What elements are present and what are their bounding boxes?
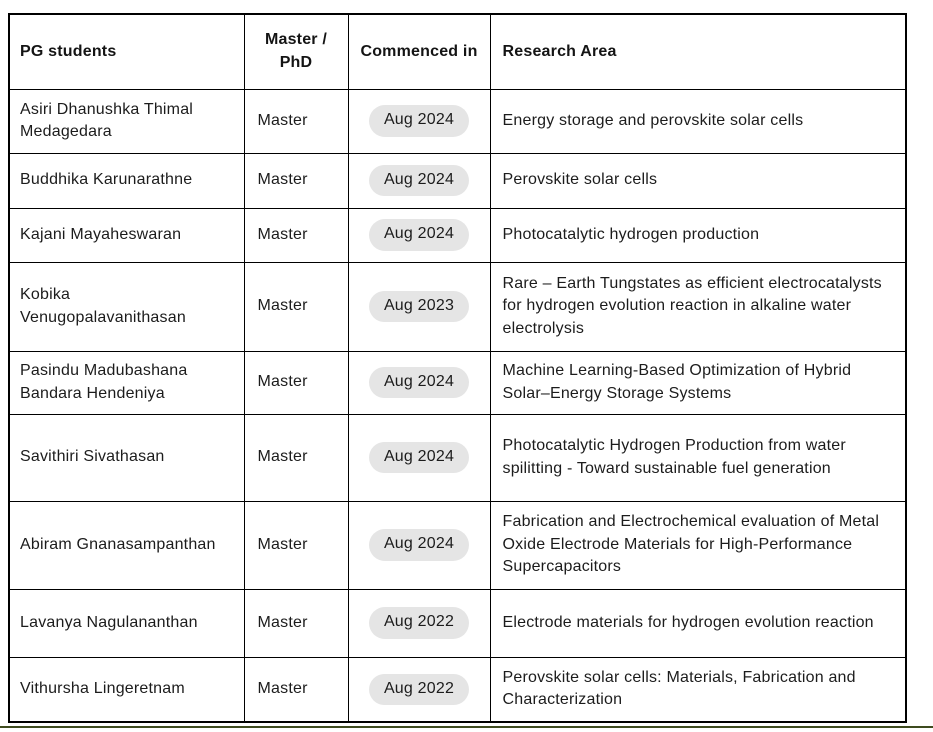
degree-cell: Master <box>243 500 349 590</box>
degree-cell: Master <box>243 588 349 658</box>
student-name-cell: Abiram Gnanasampanthan <box>8 500 245 590</box>
degree-cell: Master <box>243 350 349 415</box>
research-area-cell: Photocatalytic Hydrogen Production from … <box>489 413 907 502</box>
commenced-cell: Aug 2024 <box>347 88 491 154</box>
research-area-cell: Fabrication and Electrochemical evaluati… <box>489 500 907 590</box>
student-name-cell: Lavanya Nagulananthan <box>8 588 245 658</box>
commenced-badge: Aug 2024 <box>368 529 470 561</box>
research-area-cell: Machine Learning-Based Optimization of H… <box>489 350 907 415</box>
page-bottom-divider <box>0 726 933 728</box>
degree-cell: Master <box>243 261 349 352</box>
commenced-badge: Aug 2024 <box>368 441 470 474</box>
column-header-pg-students: PG students <box>8 13 245 90</box>
commenced-cell: Aug 2022 <box>347 656 491 723</box>
commenced-cell: Aug 2022 <box>347 588 491 658</box>
pg-students-table: PG students Master / PhD Commenced in Re… <box>8 13 907 723</box>
degree-cell: Master <box>243 152 349 209</box>
degree-cell: Master <box>243 207 349 263</box>
research-area-cell: Electrode materials for hydrogen evoluti… <box>489 588 907 658</box>
commenced-badge: Aug 2023 <box>368 290 470 323</box>
student-name-cell: Kobika Venugopalavanithasan <box>8 261 245 352</box>
commenced-badge: Aug 2022 <box>368 607 470 639</box>
table-row: Abiram Gnanasampanthan Master Aug 2024 F… <box>8 500 907 590</box>
research-area-cell: Perovskite solar cells <box>489 152 907 209</box>
commenced-cell: Aug 2024 <box>347 350 491 415</box>
commenced-cell: Aug 2024 <box>347 152 491 209</box>
degree-cell: Master <box>243 413 349 502</box>
table-row: Pasindu Madubashana Bandara Hendeniya Ma… <box>8 350 907 415</box>
research-area-cell: Rare – Earth Tungstates as efficient ele… <box>489 261 907 352</box>
table-row: Kajani Mayaheswaran Master Aug 2024 Phot… <box>8 207 907 263</box>
student-name-cell: Savithiri Sivathasan <box>8 413 245 502</box>
commenced-badge: Aug 2024 <box>368 105 470 137</box>
degree-cell: Master <box>243 88 349 154</box>
table-row: Kobika Venugopalavanithasan Master Aug 2… <box>8 261 907 352</box>
commenced-cell: Aug 2024 <box>347 207 491 263</box>
table-row: Savithiri Sivathasan Master Aug 2024 Pho… <box>8 413 907 502</box>
student-name-cell: Buddhika Karunarathne <box>8 152 245 209</box>
commenced-badge: Aug 2024 <box>368 219 470 251</box>
table-row: Buddhika Karunarathne Master Aug 2024 Pe… <box>8 152 907 209</box>
student-name-cell: Pasindu Madubashana Bandara Hendeniya <box>8 350 245 415</box>
table-row: Lavanya Nagulananthan Master Aug 2022 El… <box>8 588 907 658</box>
commenced-cell: Aug 2024 <box>347 500 491 590</box>
header-row: PG students Master / PhD Commenced in Re… <box>8 13 907 90</box>
commenced-cell: Aug 2023 <box>347 261 491 352</box>
commenced-cell: Aug 2024 <box>347 413 491 502</box>
research-area-cell: Energy storage and perovskite solar cell… <box>489 88 907 154</box>
commenced-badge: Aug 2024 <box>368 164 470 197</box>
commenced-badge: Aug 2024 <box>368 366 470 399</box>
commenced-badge: Aug 2022 <box>368 673 470 705</box>
column-header-commenced-in: Commenced in <box>347 13 491 90</box>
research-area-cell: Photocatalytic hydrogen production <box>489 207 907 263</box>
student-name-cell: Asiri Dhanushka Thimal Medagedara <box>8 88 245 154</box>
table-row: Asiri Dhanushka Thimal Medagedara Master… <box>8 88 907 154</box>
student-name-cell: Kajani Mayaheswaran <box>8 207 245 263</box>
student-name-cell: Vithursha Lingeretnam <box>8 656 245 723</box>
column-header-master-phd: Master / PhD <box>243 13 349 90</box>
degree-cell: Master <box>243 656 349 723</box>
table-row: Vithursha Lingeretnam Master Aug 2022 Pe… <box>8 656 907 723</box>
column-header-research-area: Research Area <box>489 13 907 90</box>
research-area-cell: Perovskite solar cells: Materials, Fabri… <box>489 656 907 723</box>
